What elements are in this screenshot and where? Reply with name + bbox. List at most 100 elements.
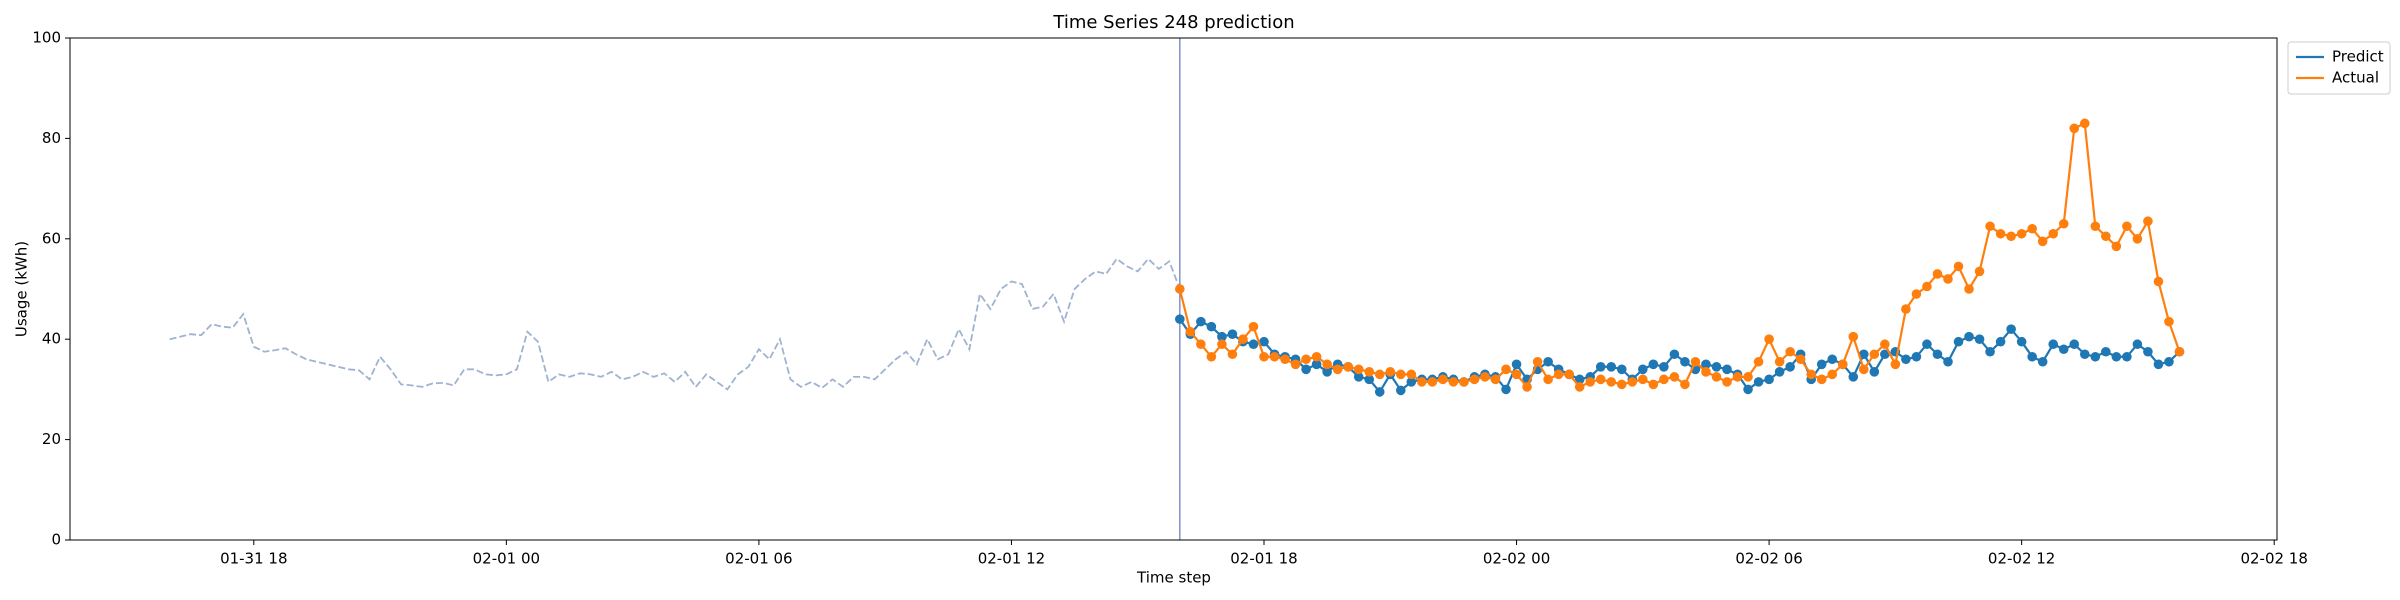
data-point bbox=[1964, 331, 1974, 342]
data-point bbox=[2101, 231, 2111, 242]
x-tick-label: 02-01 18 bbox=[1230, 550, 1297, 568]
data-point bbox=[1511, 369, 1522, 380]
data-point bbox=[2111, 351, 2122, 362]
data-point bbox=[1227, 329, 1238, 339]
data-point bbox=[1743, 384, 1753, 395]
data-point bbox=[1417, 377, 1427, 387]
series-line bbox=[169, 257, 1181, 391]
data-point bbox=[1711, 372, 1722, 382]
data-point bbox=[1922, 281, 1932, 292]
data-point bbox=[1501, 384, 1511, 395]
data-point bbox=[1248, 339, 1259, 350]
data-point bbox=[1459, 377, 1469, 387]
data-point bbox=[1574, 374, 1585, 385]
data-point bbox=[1680, 356, 1690, 367]
y-tick-label: 40 bbox=[42, 330, 61, 348]
data-point bbox=[1659, 374, 1669, 385]
data-point bbox=[1953, 261, 1964, 272]
data-point bbox=[2037, 356, 2048, 367]
data-point bbox=[1964, 284, 1974, 294]
data-point bbox=[1196, 316, 1206, 327]
data-point bbox=[1469, 374, 1480, 385]
data-point bbox=[1880, 339, 1890, 350]
legend-label: Predict bbox=[2332, 48, 2384, 66]
data-point bbox=[1932, 269, 1943, 279]
data-point bbox=[1574, 382, 1585, 392]
data-point bbox=[1543, 374, 1553, 385]
data-point bbox=[2174, 346, 2185, 357]
data-point bbox=[2090, 351, 2101, 362]
data-point bbox=[1869, 367, 1880, 377]
data-point bbox=[1343, 362, 1353, 372]
data-point bbox=[2037, 236, 2048, 247]
data-point bbox=[1837, 359, 1848, 370]
x-tick-label: 02-02 06 bbox=[1735, 550, 1802, 568]
y-tick-label: 60 bbox=[42, 229, 61, 247]
data-point bbox=[1974, 334, 1985, 345]
data-point bbox=[1185, 326, 1196, 337]
data-point bbox=[1627, 377, 1638, 387]
data-point bbox=[1280, 354, 1290, 365]
data-point bbox=[1259, 336, 1269, 347]
data-point bbox=[1669, 372, 1680, 382]
data-point bbox=[1764, 334, 1774, 345]
data-point bbox=[1616, 379, 1627, 390]
data-point bbox=[1890, 359, 1901, 370]
data-point bbox=[1774, 356, 1785, 367]
data-point bbox=[1922, 339, 1932, 350]
data-point bbox=[1269, 351, 1280, 362]
data-point bbox=[2164, 316, 2174, 327]
data-point bbox=[1974, 266, 1985, 277]
data-point bbox=[1480, 372, 1490, 382]
data-point bbox=[1353, 364, 1364, 375]
data-point bbox=[1806, 369, 1816, 380]
data-point bbox=[1248, 321, 1259, 332]
data-point bbox=[1322, 367, 1332, 377]
data-point bbox=[1659, 362, 1669, 372]
data-point bbox=[1985, 221, 1995, 232]
data-point bbox=[1196, 339, 1206, 350]
data-point bbox=[1680, 379, 1690, 390]
data-point bbox=[1953, 336, 1964, 347]
x-tick-label: 02-02 12 bbox=[1988, 550, 2055, 568]
data-point bbox=[1648, 379, 1659, 390]
data-point bbox=[1438, 374, 1448, 385]
x-tick-label: 02-01 06 bbox=[725, 550, 792, 568]
data-point bbox=[1259, 351, 1269, 362]
data-point bbox=[1827, 369, 1838, 380]
data-point bbox=[1353, 372, 1364, 382]
data-point bbox=[1816, 359, 1827, 370]
data-point bbox=[2027, 223, 2037, 234]
data-point bbox=[2090, 221, 2101, 232]
data-point bbox=[1206, 351, 1217, 362]
data-point bbox=[1427, 377, 1438, 387]
data-point bbox=[1848, 331, 1859, 342]
data-point bbox=[1985, 346, 1995, 357]
data-point bbox=[1911, 351, 1922, 362]
data-point bbox=[1764, 374, 1774, 385]
data-point bbox=[1206, 321, 1217, 332]
data-point bbox=[2101, 346, 2111, 357]
data-point bbox=[1638, 364, 1648, 375]
data-point bbox=[1490, 374, 1501, 385]
data-point bbox=[1301, 364, 1311, 375]
data-point bbox=[1880, 349, 1890, 360]
data-point bbox=[2027, 351, 2037, 362]
data-point bbox=[1669, 349, 1680, 360]
data-point bbox=[1364, 374, 1375, 385]
data-point bbox=[2079, 118, 2090, 129]
y-tick-label: 80 bbox=[42, 129, 61, 147]
data-point bbox=[1406, 377, 1417, 387]
data-point bbox=[2143, 216, 2153, 227]
data-point bbox=[1859, 364, 1869, 375]
data-point bbox=[1774, 367, 1785, 377]
data-point bbox=[2016, 336, 2027, 347]
data-point bbox=[1995, 228, 2006, 239]
data-point bbox=[1290, 359, 1301, 370]
data-point bbox=[1753, 377, 1764, 387]
data-point bbox=[1722, 364, 1732, 375]
data-point bbox=[1606, 362, 1617, 372]
data-point bbox=[2048, 228, 2059, 239]
data-point bbox=[1395, 369, 1406, 380]
